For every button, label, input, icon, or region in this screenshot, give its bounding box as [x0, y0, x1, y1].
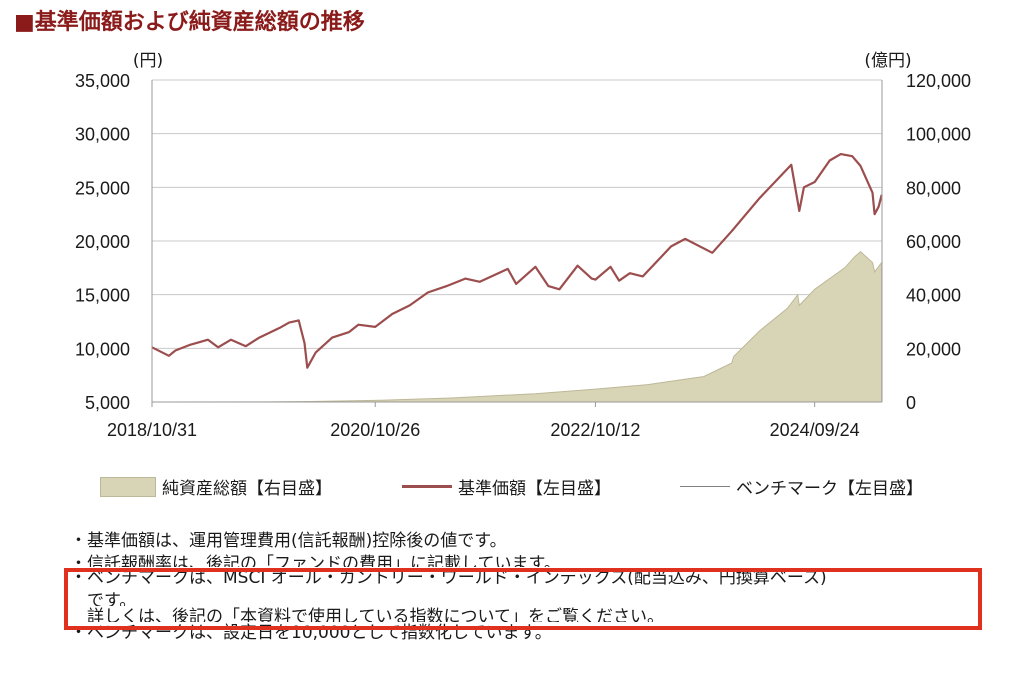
note-3: ・ベンチマークは、MSCI オール・カントリー・ワールド・インデックス(配当込み…	[70, 568, 827, 588]
x-tick-label: 2020/10/26	[330, 420, 420, 440]
x-tick-label: 2024/09/24	[770, 420, 860, 440]
right-unit-label: (億円)	[864, 51, 911, 71]
right-tick-label: 40,000	[906, 286, 961, 306]
left-tick-label: 25,000	[75, 178, 130, 198]
series-aum-area	[151, 251, 883, 403]
area-layer	[151, 251, 883, 403]
x-tick-label: 2018/10/31	[107, 420, 197, 440]
left-tick-label: 5,000	[85, 393, 130, 413]
legend-swatch-nav	[402, 485, 452, 488]
left-tick-label: 30,000	[75, 125, 130, 145]
legend: 純資産総額【右目盛】 基準価額【左目盛】 ベンチマーク【左目盛】	[0, 470, 1024, 504]
legend-label-aum: 純資産総額【右目盛】	[162, 479, 332, 499]
chart-svg: 5,000 10,000 15,000 20,000 25,000 30,000 35,00…	[75, 51, 971, 440]
right-tick-label: 120,000	[906, 71, 971, 91]
note-2: ・信託報酬率は、後記の「ファンドの費用」に記載しています。	[70, 554, 561, 567]
left-tick-label: 35,000	[75, 71, 130, 91]
grid-layer	[152, 79, 882, 349]
legend-label-benchmark: ベンチマーク【左目盛】	[736, 479, 923, 499]
line-layer	[151, 153, 883, 369]
legend-swatch-benchmark	[680, 486, 730, 487]
note-4: です。	[70, 591, 137, 606]
left-tick-label: 20,000	[75, 232, 130, 252]
note-5: 詳しくは、後記の「本資料で使用している指数について」をご覧ください。	[70, 607, 664, 622]
left-tick-label: 15,000	[75, 286, 130, 306]
right-tick-label: 60,000	[906, 232, 961, 252]
legend-item-benchmark: ベンチマーク【左目盛】	[680, 474, 923, 499]
highlight-box	[64, 568, 982, 630]
x-tick-label: 2022/10/12	[550, 420, 640, 440]
right-tick-label: 0	[906, 393, 916, 413]
chart-title: ■基準価額および純資産総額の推移	[14, 10, 365, 35]
right-tick-label: 20,000	[906, 339, 961, 359]
legend-label-nav: 基準価額【左目盛】	[458, 479, 611, 499]
axis-layer: 5,000 10,000 15,000 20,000 25,000 30,000 35,00…	[75, 51, 971, 440]
note-1: ・基準価額は、運用管理費用(信託報酬)控除後の値です。	[70, 531, 507, 551]
legend-swatch-aum	[100, 476, 156, 497]
legend-item-nav: 基準価額【左目盛】	[402, 474, 611, 499]
series-nav-line	[151, 153, 883, 369]
left-tick-label: 10,000	[75, 339, 130, 359]
legend-item-aum: 純資産総額【右目盛】	[100, 474, 332, 499]
right-tick-label: 100,000	[906, 125, 971, 145]
left-unit-label: (円)	[133, 51, 163, 71]
right-tick-label: 80,000	[906, 178, 961, 198]
